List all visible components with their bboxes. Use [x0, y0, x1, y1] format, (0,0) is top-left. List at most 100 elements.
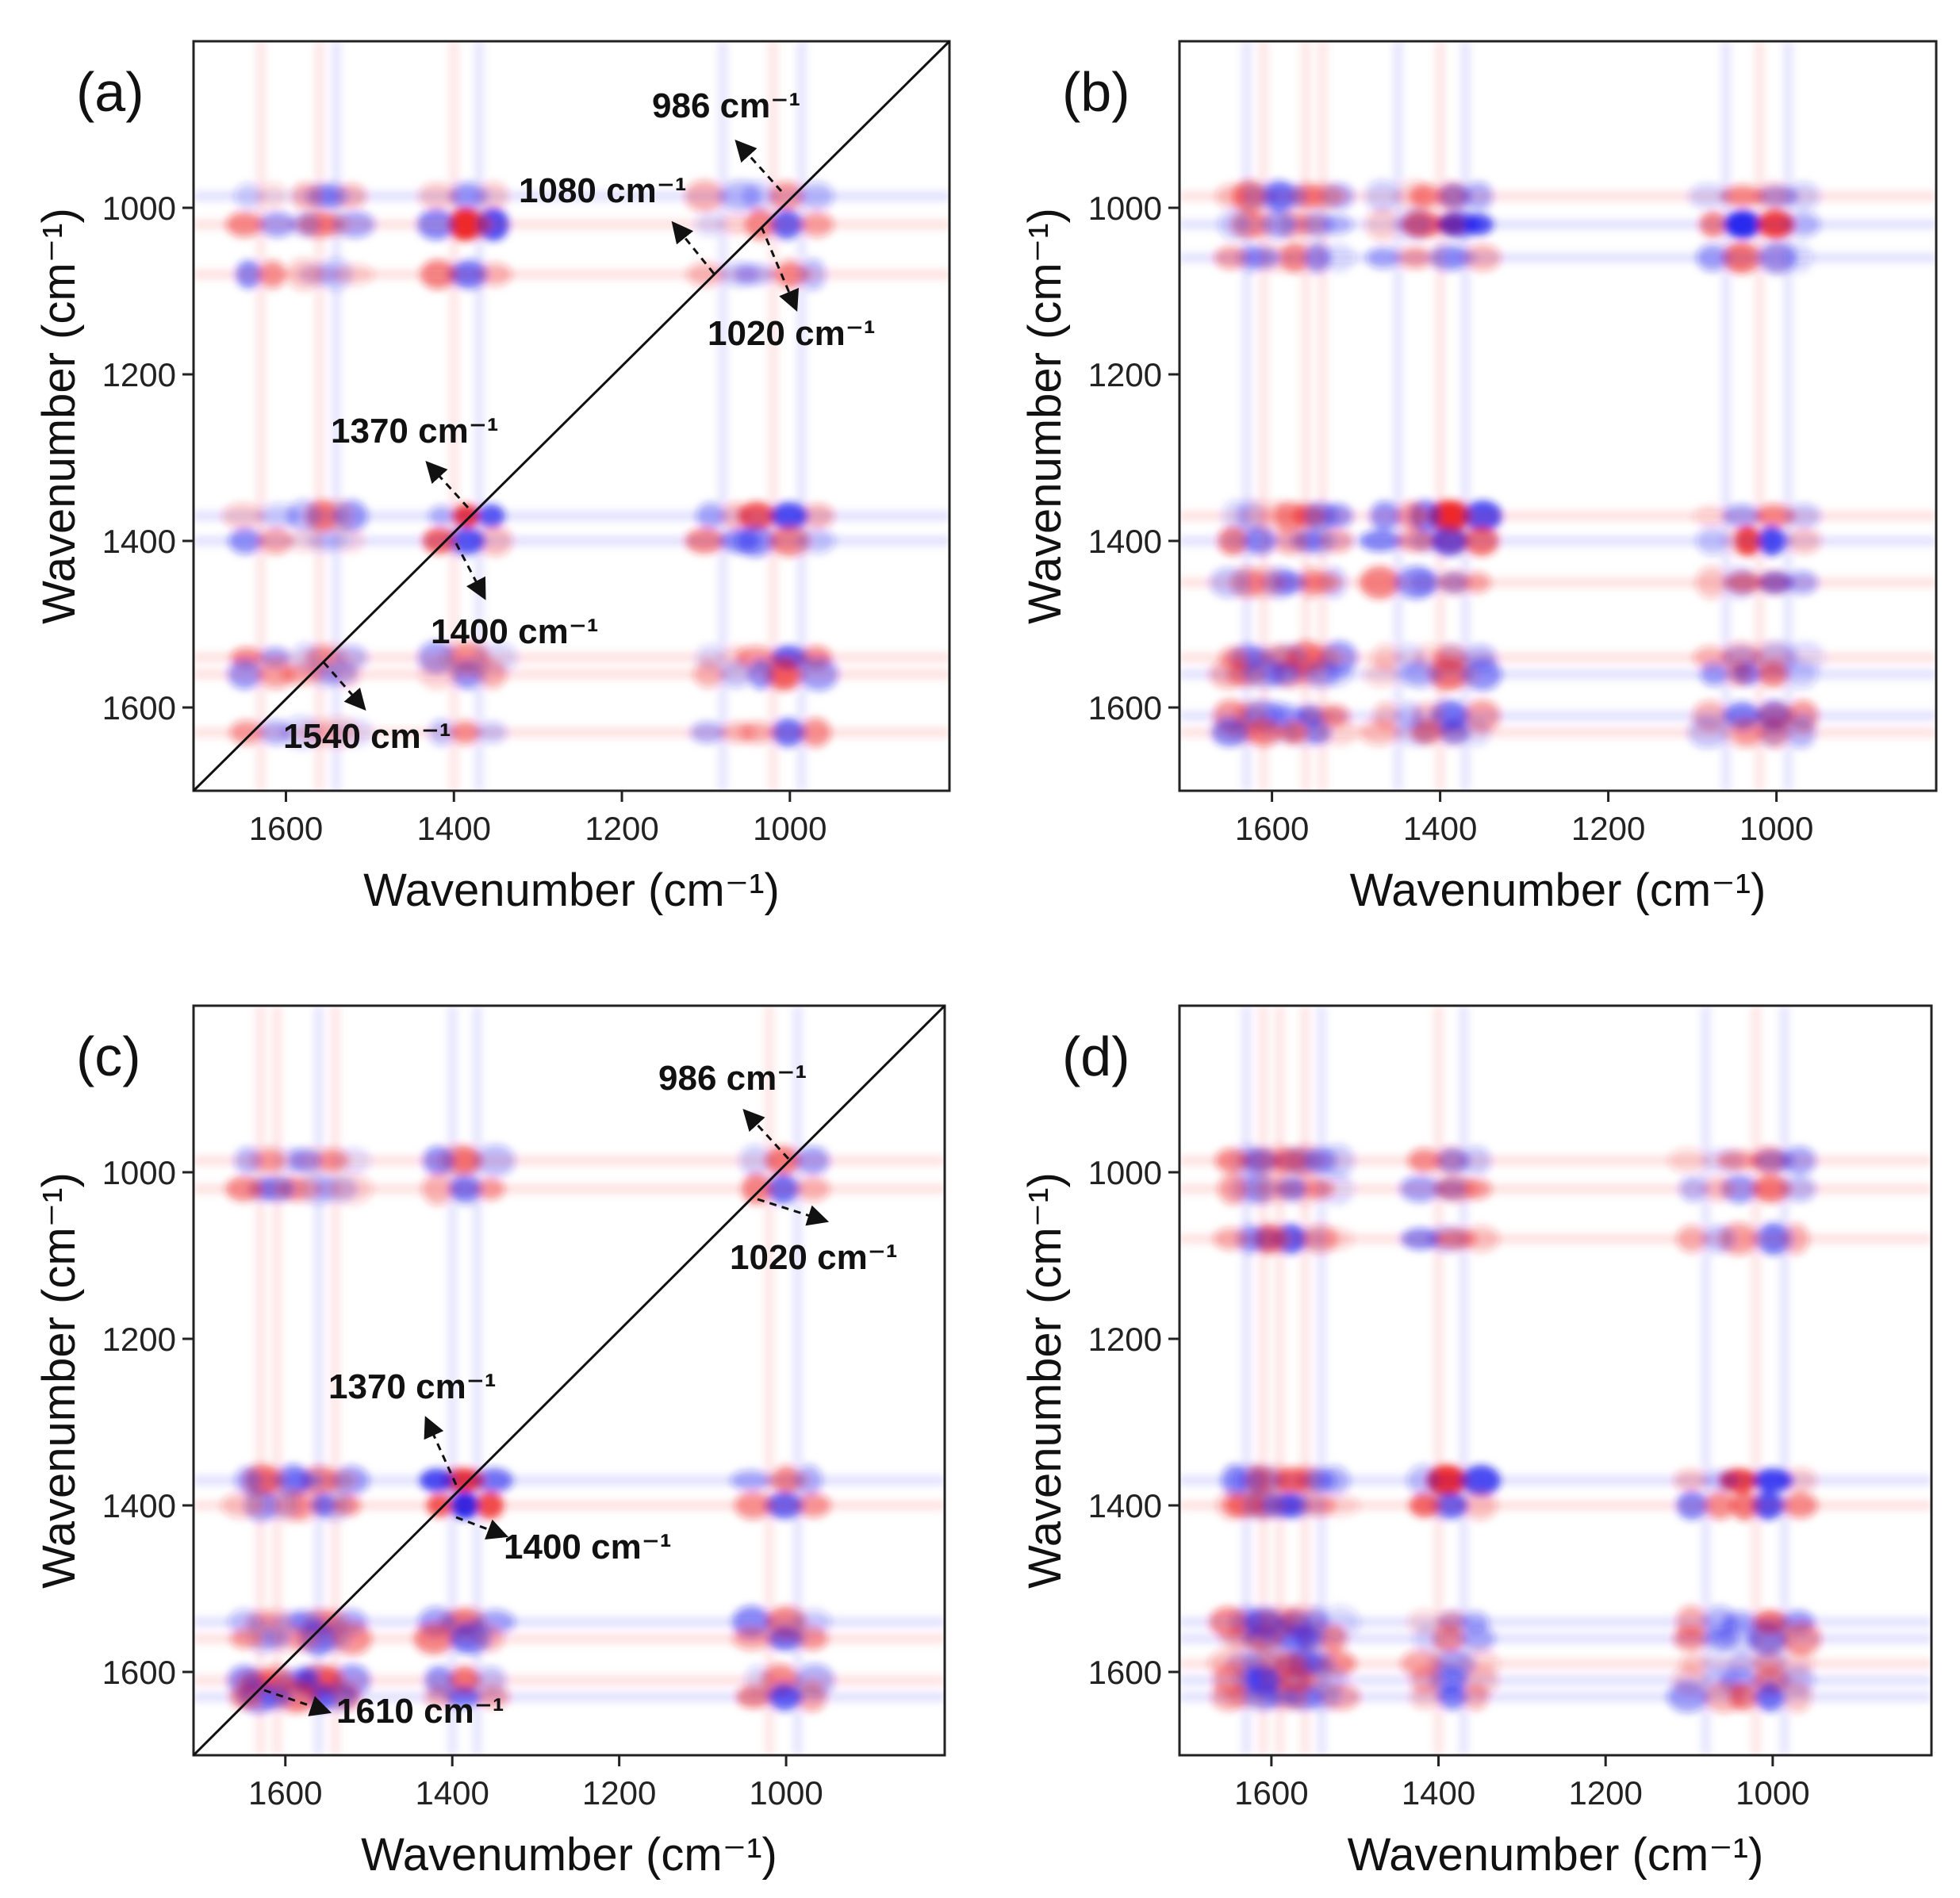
annotation-arrow: [263, 1689, 332, 1716]
heatmap-streak: [1179, 1675, 1931, 1685]
heatmap: [1179, 41, 1936, 791]
y-tick-label: 1400: [102, 1487, 176, 1524]
x-axis-title: Wavenumber (cm⁻¹): [1350, 865, 1766, 916]
heatmap-streak: [1755, 41, 1765, 791]
heatmap-streak: [1460, 41, 1471, 791]
heatmap-streak: [1179, 1184, 1931, 1194]
heatmap-streak: [194, 669, 949, 679]
heatmap-streak: [1179, 1156, 1931, 1166]
heatmap-streak: [1751, 1006, 1761, 1755]
annotation-label: 1080 cm⁻¹: [519, 171, 687, 210]
heatmap-streak: [1301, 41, 1310, 791]
heatmap-streak: [194, 191, 949, 201]
heatmap-streak: [1179, 1634, 1931, 1643]
y-tick-label: 1200: [102, 1321, 176, 1358]
x-axis-title: Wavenumber (cm⁻¹): [1348, 1829, 1764, 1881]
annotation-arrow: [742, 1109, 790, 1160]
heatmap-streak: [1393, 41, 1403, 791]
y-tick-label: 1000: [102, 1154, 176, 1191]
heatmap-streak: [1259, 41, 1268, 791]
annotation-label: 986 cm⁻¹: [658, 1059, 807, 1098]
x-tick-label: 1200: [1568, 1774, 1642, 1812]
y-tick-label: 1200: [1088, 1321, 1162, 1358]
annotation-arrow: [425, 461, 470, 509]
heatmap-streak: [1241, 1006, 1252, 1755]
heatmap-streak: [1459, 1006, 1469, 1755]
heatmap-streak: [1179, 511, 1936, 521]
heatmap-streak: [1179, 536, 1936, 546]
y-axis-title: Wavenumber (cm⁻¹): [33, 1172, 85, 1589]
x-tick-label: 1600: [1235, 810, 1309, 847]
heatmap-streak: [1258, 1006, 1268, 1755]
heatmap-streak: [194, 1675, 945, 1685]
annotation-label: 1400 cm⁻¹: [504, 1528, 672, 1566]
y-tick-label: 1600: [102, 689, 176, 727]
heatmap-streak: [314, 41, 324, 791]
heatmap-streak: [332, 41, 342, 791]
heatmap-streak: [1701, 1006, 1711, 1755]
heatmap: [194, 41, 949, 791]
annotation-arrow: [671, 220, 715, 274]
heatmap-streak: [765, 1006, 775, 1755]
heatmap-streak: [768, 41, 778, 791]
annotation-label: 1020 cm⁻¹: [708, 314, 876, 353]
x-tick-label: 1600: [249, 810, 323, 847]
heatmap-streak: [1179, 1234, 1931, 1244]
heatmap-streak: [194, 1184, 945, 1194]
panel-d: 1600 1400 1200 1000 1000 1200 1400 1600 Wavenumb…: [1019, 1004, 1933, 1881]
y-tick-label: 1600: [102, 1654, 176, 1691]
heatmap-streak: [194, 270, 949, 279]
heatmap-streak: [718, 41, 728, 791]
annotation-arrow: [455, 1516, 509, 1540]
heatmap-streak: [1179, 727, 1936, 738]
heatmap-streak: [1317, 1006, 1327, 1755]
heatmap-streak: [1179, 669, 1936, 679]
heatmap-streak: [1179, 1501, 1931, 1510]
heatmap-streak: [1179, 653, 1936, 662]
heatmap-streak: [194, 1692, 945, 1702]
y-tick-label: 1200: [102, 356, 176, 393]
plot-frame: [192, 40, 951, 792]
plot-frame: [192, 1004, 946, 1757]
heatmap: [1179, 1006, 1931, 1755]
y-tick-label: 1400: [1088, 1487, 1162, 1524]
heatmap-streak: [194, 1156, 945, 1166]
x-axis-title: Wavenumber (cm⁻¹): [361, 1829, 777, 1881]
x-tick-label: 1000: [1739, 810, 1813, 847]
heatmap-streak: [1179, 1617, 1931, 1627]
y-tick-label: 1200: [1088, 356, 1162, 393]
annotation-label: 1020 cm⁻¹: [730, 1238, 898, 1277]
x-tick-label: 1200: [1571, 810, 1645, 847]
diagonal-line: [192, 1004, 946, 1757]
x-tick-label: 1400: [417, 810, 491, 847]
panel-label: (a): [76, 61, 144, 123]
x-tick-label: 1600: [1234, 1774, 1308, 1812]
heatmap-streak: [1179, 253, 1936, 263]
diagonal-line: [192, 40, 951, 792]
y-tick-label: 1400: [102, 523, 176, 560]
heatmap-streak: [1179, 577, 1936, 588]
heatmap-streak: [1179, 1658, 1931, 1669]
x-tick-label: 1600: [248, 1774, 322, 1812]
plot-frame: [1178, 1004, 1933, 1757]
heatmap-streak: [313, 1006, 324, 1755]
heatmap-streak: [272, 1006, 282, 1755]
heatmap-streak: [1241, 41, 1252, 791]
heatmap-streak: [255, 41, 266, 791]
heatmap-streak: [1179, 220, 1936, 229]
annotation-label: 1540 cm⁻¹: [283, 717, 451, 756]
y-axis-title: Wavenumber (cm⁻¹): [1019, 1172, 1071, 1589]
heatmap-streak: [1318, 41, 1328, 791]
heatmap-streak: [194, 1634, 945, 1643]
y-tick-label: 1000: [1088, 1154, 1162, 1191]
annotation-label: 1400 cm⁻¹: [431, 612, 599, 651]
heatmap-streak: [449, 41, 459, 791]
panel-c: 1600 1400 1200 1000 1000 1200 1400 1600 Wavenumb…: [33, 1004, 946, 1881]
x-tick-label: 1000: [1736, 1774, 1809, 1812]
heatmap-streak: [447, 1006, 458, 1755]
panel-a: 1600 1400 1200 1000 1000 1200 1400 1600 Wavenumb…: [33, 40, 951, 916]
x-axis-title: Wavenumber (cm⁻¹): [363, 865, 780, 916]
y-tick-label: 1600: [1088, 1654, 1162, 1691]
heatmap-streak: [474, 41, 485, 791]
